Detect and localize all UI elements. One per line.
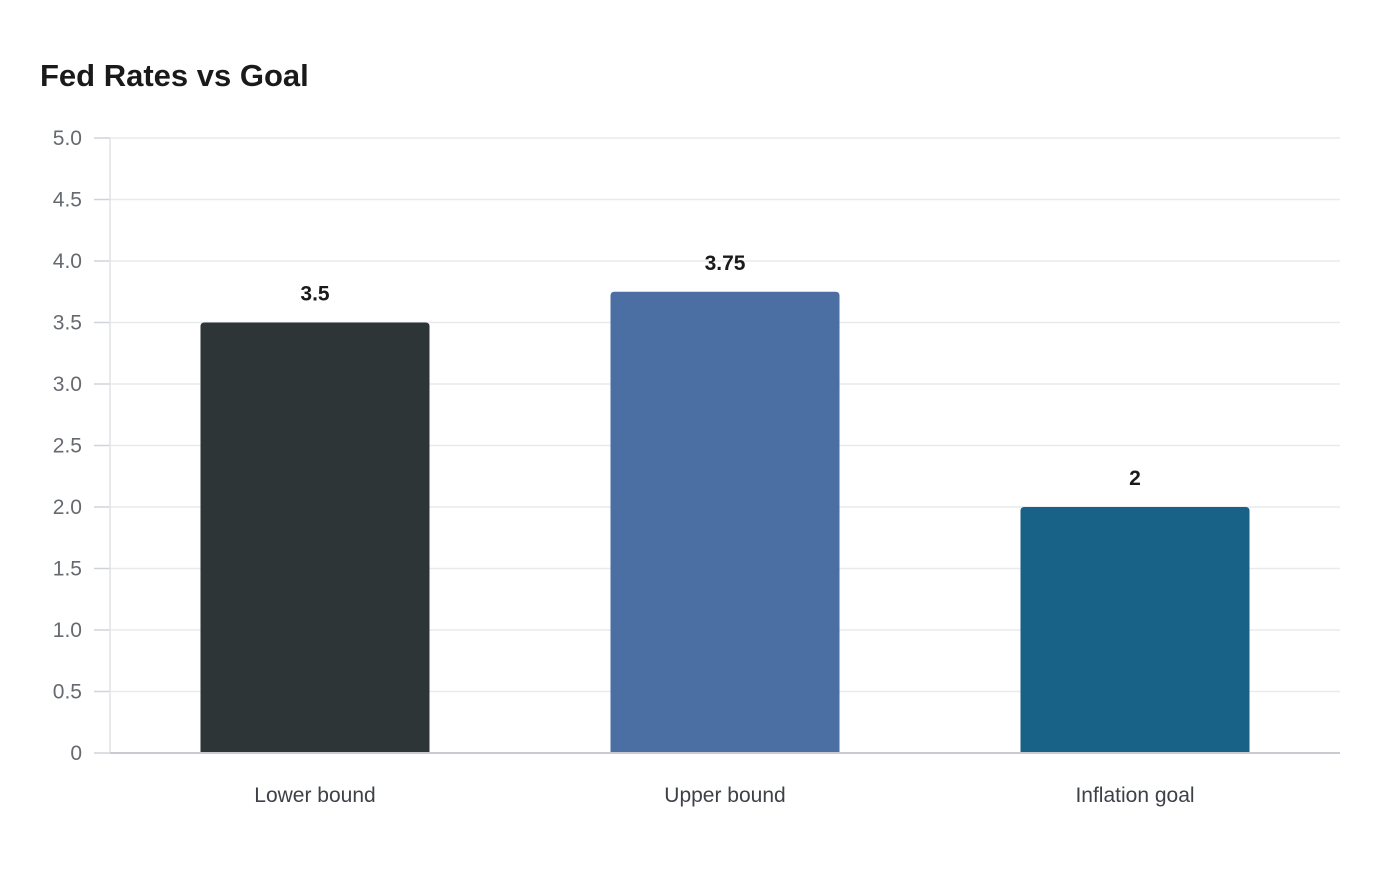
x-tick-label: Lower bound bbox=[254, 784, 375, 807]
bar-inflation-goal[interactable] bbox=[1020, 507, 1250, 753]
bars bbox=[200, 291, 1250, 754]
bar-upper-bound[interactable] bbox=[610, 291, 840, 753]
y-tick-label: 5.0 bbox=[53, 127, 82, 150]
labels: 3.5 Lower bound 3.75 Upper bound 2 Inflation … bbox=[254, 252, 1194, 807]
y-tick-label: 0.5 bbox=[53, 681, 82, 704]
y-tick-label: 0 bbox=[70, 742, 82, 765]
y-tick-label: 3.5 bbox=[53, 312, 82, 335]
y-tick-label: 3.0 bbox=[53, 373, 82, 396]
x-tick-label: Upper bound bbox=[664, 784, 785, 807]
axes: 0 0.5 1.0 1.5 2.0 2.5 3.0 3.5 4.0 4.5 5.0 bbox=[53, 127, 1340, 765]
y-tick-label: 4.0 bbox=[53, 250, 82, 273]
data-label: 2 bbox=[1129, 467, 1141, 490]
y-tick-label: 2.5 bbox=[53, 435, 82, 458]
x-tick-label: Inflation goal bbox=[1075, 784, 1194, 807]
y-tick-label: 2.0 bbox=[53, 496, 82, 519]
y-tick-label: 4.5 bbox=[53, 189, 82, 212]
data-label: 3.5 bbox=[300, 283, 330, 306]
y-tick-label: 1.5 bbox=[53, 558, 82, 581]
data-label: 3.75 bbox=[705, 252, 746, 275]
y-tick-label: 1.0 bbox=[53, 619, 82, 642]
chart-title: Fed Rates vs Goal bbox=[40, 58, 309, 93]
bar-lower-bound[interactable] bbox=[200, 322, 430, 754]
